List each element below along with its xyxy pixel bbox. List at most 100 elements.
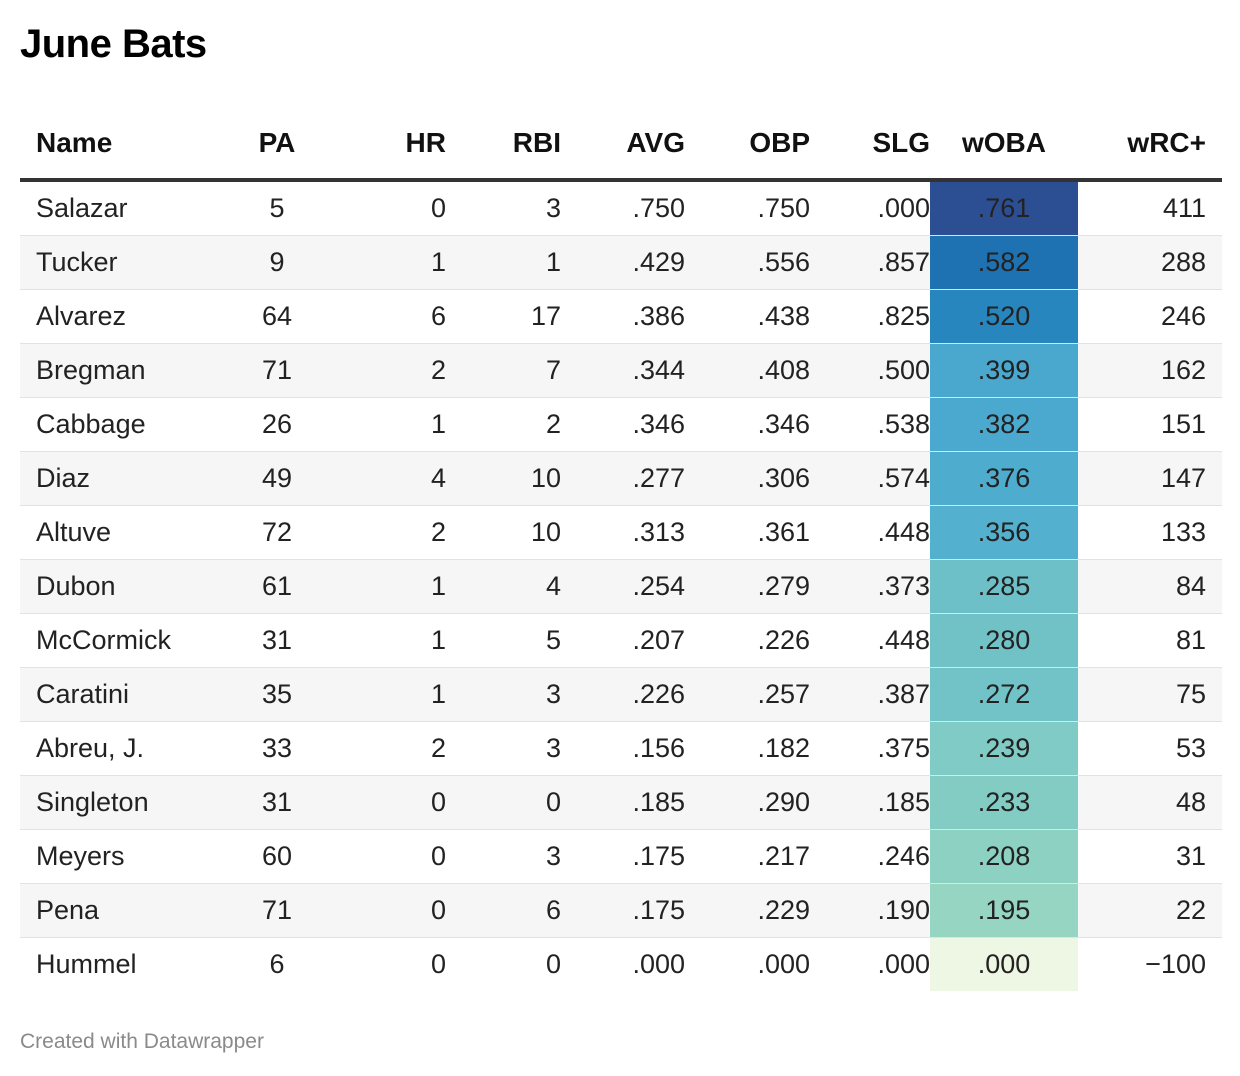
- cell-rbi: 2: [446, 397, 561, 452]
- column-header-rbi[interactable]: RBI: [446, 108, 561, 182]
- cell-woba: .280: [930, 613, 1078, 668]
- column-header-hr[interactable]: HR: [316, 108, 446, 182]
- cell-pa: 6: [269, 949, 285, 979]
- table-row: Hummel 6 0 0.000.000.000.000 −100: [20, 937, 1222, 991]
- cell-hr: 0: [316, 883, 446, 938]
- cell-wrc-plus: 162: [1078, 343, 1222, 398]
- cell-avg: .175: [561, 829, 685, 884]
- cell-woba: .761: [930, 180, 1078, 236]
- column-header-wrc-plus[interactable]: wRC+: [1078, 108, 1222, 182]
- cell-slg: .000: [810, 180, 930, 236]
- cell-hr: 1: [316, 613, 446, 668]
- cell-hr: 0: [316, 829, 446, 884]
- cell-pa: 9: [238, 235, 316, 290]
- column-header-name[interactable]: Name: [20, 108, 238, 182]
- cell-slg: .538: [810, 397, 930, 452]
- cell-avg: .386: [561, 289, 685, 344]
- table-row: Diaz 49 4 10.277.306.574.376 147: [20, 451, 1222, 506]
- cell-wrc-plus: −100: [1145, 949, 1206, 979]
- cell-avg: .175: [561, 883, 685, 938]
- cell-woba: .208: [930, 829, 1078, 884]
- cell-avg: .313: [561, 505, 685, 560]
- cell-avg: .344: [561, 343, 685, 398]
- cell-woba: .285: [930, 559, 1078, 614]
- cell-slg: .448: [810, 505, 930, 560]
- cell-woba: .000: [930, 937, 1078, 991]
- cell-wrc-plus: 22: [1078, 883, 1222, 938]
- cell-obp: .182: [685, 721, 810, 776]
- cell-hr: 2: [316, 505, 446, 560]
- cell-hr: 6: [316, 289, 446, 344]
- stats-table: Name PA HR RBI AVG OBP SLG wOBA wRC+ Sal…: [20, 108, 1222, 991]
- cell-obp: .226: [685, 613, 810, 668]
- table-row: Meyers 60 0 3.175.217.246.208 31: [20, 829, 1222, 884]
- cell-woba: .382: [930, 397, 1078, 452]
- page-title: June Bats: [20, 22, 207, 66]
- cell-rbi: 6: [446, 883, 561, 938]
- cell-avg: .156: [561, 721, 685, 776]
- cell-woba: .376: [930, 451, 1078, 506]
- cell-slg: .574: [810, 451, 930, 506]
- cell-rbi: 4: [446, 559, 561, 614]
- cell-rbi: 3: [446, 667, 561, 722]
- cell-rbi: 7: [446, 343, 561, 398]
- column-header-slg[interactable]: SLG: [810, 108, 930, 182]
- cell-name: Diaz: [20, 451, 238, 506]
- cell-rbi: 3: [446, 721, 561, 776]
- column-header-avg[interactable]: AVG: [561, 108, 685, 182]
- column-header-pa[interactable]: PA: [238, 108, 316, 182]
- column-header-woba[interactable]: wOBA: [930, 108, 1078, 182]
- cell-obp: .000: [757, 949, 810, 979]
- cell-pa: 72: [238, 505, 316, 560]
- cell-woba: .195: [930, 883, 1078, 938]
- cell-pa: 35: [238, 667, 316, 722]
- cell-avg: .750: [561, 180, 685, 236]
- cell-pa: 49: [238, 451, 316, 506]
- cell-pa: 71: [238, 343, 316, 398]
- cell-slg: .448: [810, 613, 930, 668]
- cell-rbi: 10: [446, 505, 561, 560]
- table-row: Salazar 5 0 3.750.750.000.761 411: [20, 180, 1222, 236]
- cell-name: Cabbage: [20, 397, 238, 452]
- cell-rbi: 3: [446, 180, 561, 236]
- cell-name: Dubon: [20, 559, 238, 614]
- cell-name: Abreu, J.: [20, 721, 238, 776]
- cell-obp: .279: [685, 559, 810, 614]
- cell-name: McCormick: [20, 613, 238, 668]
- cell-woba: .272: [930, 667, 1078, 722]
- cell-name: Singleton: [20, 775, 238, 830]
- cell-wrc-plus: 84: [1078, 559, 1222, 614]
- cell-slg: .246: [810, 829, 930, 884]
- table-row: McCormick 31 1 5.207.226.448.280 81: [20, 613, 1222, 668]
- table-row: Dubon 61 1 4.254.279.373.285 84: [20, 559, 1222, 614]
- cell-slg: .373: [810, 559, 930, 614]
- table-row: Tucker 9 1 1.429.556.857.582 288: [20, 235, 1222, 290]
- table-body: Salazar 5 0 3.750.750.000.761 411 Tucker 9 1 1 .4…: [20, 180, 1222, 991]
- cell-obp: .229: [685, 883, 810, 938]
- cell-woba: .582: [930, 235, 1078, 290]
- cell-obp: .257: [685, 667, 810, 722]
- cell-slg: .857: [810, 235, 930, 290]
- cell-rbi: 10: [446, 451, 561, 506]
- cell-avg: .277: [561, 451, 685, 506]
- cell-hr: 1: [316, 397, 446, 452]
- cell-rbi: 0: [446, 775, 561, 830]
- cell-woba: .239: [930, 721, 1078, 776]
- cell-wrc-plus: 411: [1078, 180, 1222, 236]
- cell-name: Hummel: [36, 949, 137, 979]
- cell-obp: .556: [685, 235, 810, 290]
- cell-avg: .207: [561, 613, 685, 668]
- cell-avg: .226: [561, 667, 685, 722]
- cell-slg: .825: [810, 289, 930, 344]
- cell-slg: .387: [810, 667, 930, 722]
- cell-hr: 0: [430, 949, 446, 979]
- cell-name: Tucker: [20, 235, 238, 290]
- header-row: Name PA HR RBI AVG OBP SLG wOBA wRC+: [20, 108, 1222, 182]
- cell-pa: 31: [238, 613, 316, 668]
- cell-pa: 61: [238, 559, 316, 614]
- cell-pa: 64: [238, 289, 316, 344]
- cell-wrc-plus: 31: [1078, 829, 1222, 884]
- cell-obp: .346: [685, 397, 810, 452]
- cell-obp: .750: [685, 180, 810, 236]
- column-header-obp[interactable]: OBP: [685, 108, 810, 182]
